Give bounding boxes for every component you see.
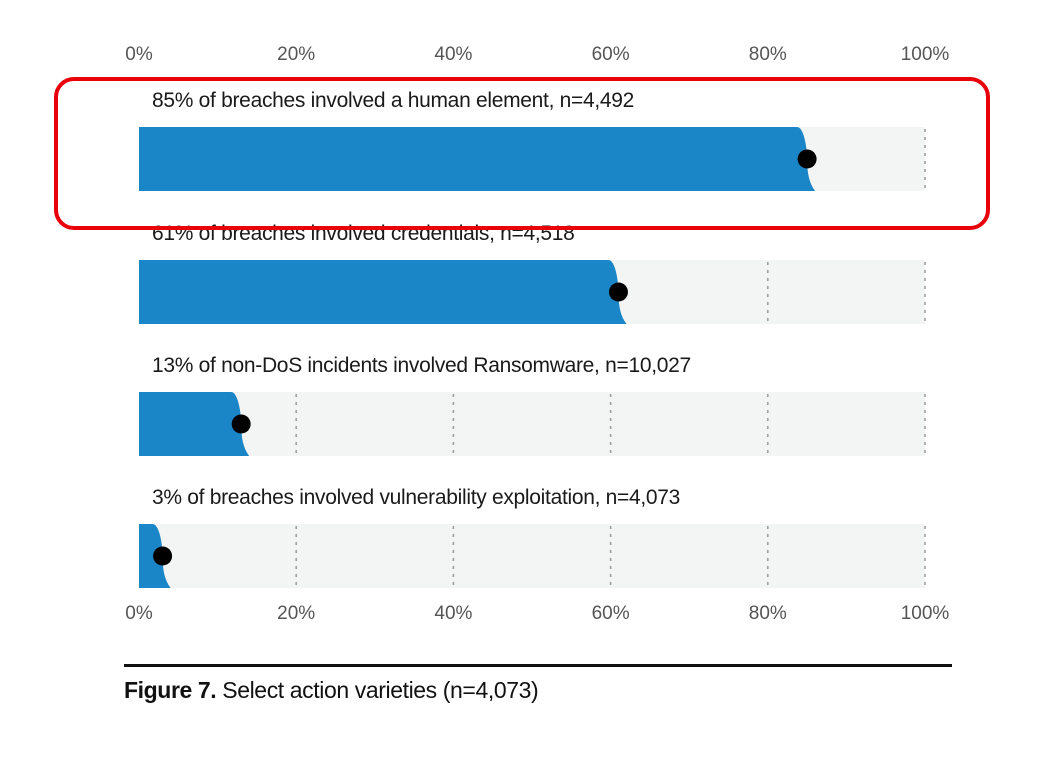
bar — [139, 127, 816, 191]
value-marker — [231, 414, 251, 434]
value-marker — [608, 282, 628, 302]
top-tick-label: 20% — [277, 44, 315, 65]
bottom-tick-label: 80% — [749, 603, 787, 624]
bar-row: 61% of breaches involved credentials, n=… — [139, 222, 926, 324]
highlight-box — [54, 77, 990, 230]
bottom-tick-label: 40% — [434, 603, 472, 624]
bar-row: 13% of non-DoS incidents involved Ransom… — [139, 354, 926, 456]
bar-track — [139, 392, 925, 456]
figure-caption-text: Select action varieties (n=4,073) — [216, 677, 539, 703]
bottom-tick-label: 0% — [125, 603, 153, 624]
top-axis: 0% 20% 40% 60% 80% 100% — [125, 44, 949, 65]
top-tick-label: 60% — [592, 44, 630, 65]
bar-label: 85% of breaches involved a human element… — [152, 89, 634, 112]
bar-track — [139, 524, 925, 588]
top-tick-label: 40% — [434, 44, 472, 65]
top-tick-label: 80% — [749, 44, 787, 65]
top-tick-label: 100% — [901, 44, 950, 65]
bar — [139, 392, 250, 456]
bottom-axis: 0% 20% 40% 60% 80% 100% — [125, 603, 949, 624]
bar-rows: 85% of breaches involved a human element… — [139, 89, 926, 588]
bottom-tick-label: 60% — [592, 603, 630, 624]
bar-row: 3% of breaches involved vulnerability ex… — [139, 486, 926, 588]
value-marker — [797, 149, 817, 169]
figure-caption: Figure 7. Select action varieties (n=4,0… — [124, 664, 952, 704]
bar — [139, 260, 627, 324]
bar-row: 85% of breaches involved a human element… — [139, 89, 926, 191]
value-marker — [153, 546, 173, 566]
bar-label: 61% of breaches involved credentials, n=… — [152, 222, 575, 245]
figure-number: Figure 7. — [124, 677, 217, 703]
bar-label: 3% of breaches involved vulnerability ex… — [152, 486, 680, 509]
bottom-tick-label: 20% — [277, 603, 315, 624]
bottom-tick-label: 100% — [901, 603, 950, 624]
bar-label: 13% of non-DoS incidents involved Ransom… — [152, 354, 691, 377]
top-tick-label: 0% — [125, 44, 153, 65]
